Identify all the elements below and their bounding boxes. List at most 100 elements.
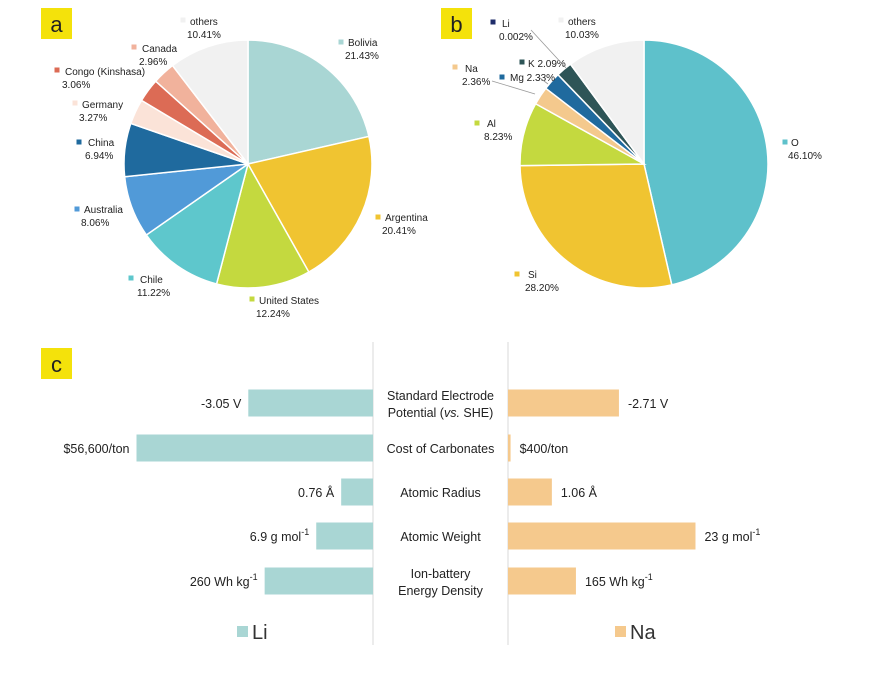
li-bar: [316, 522, 373, 550]
bar-chart-c: Standard Electrode Potential (vs. SHE) -3.…: [63, 342, 760, 645]
pie-b-label-name-al: Al: [487, 119, 496, 130]
pie-b-label-value-al: 8.23%: [484, 132, 512, 143]
pie-a-legend-marker-canada: [131, 44, 137, 50]
pie-a-label-value-bolivia: 21.43%: [345, 51, 379, 62]
pie-a-legend-marker-congo-kinshasa: [54, 67, 60, 73]
pie-a-legend-marker-others: [180, 17, 186, 23]
pie-a-legend-marker-germany: [72, 100, 78, 106]
pie-b-label-name-na: Na: [465, 64, 478, 75]
na-value-label: -2.71 V: [628, 397, 669, 411]
pie-a-legend-marker-argentina: [375, 214, 381, 220]
category-label: Energy Density: [398, 584, 484, 598]
pie-a-label-value-others: 10.41%: [187, 30, 221, 41]
pie-a-legend-marker-bolivia: [338, 39, 344, 45]
pie-a-label-value-united-states: 12.24%: [256, 309, 290, 320]
pie-a-label-name-china: China: [88, 138, 115, 149]
pie-b-legend-marker-o: [782, 139, 788, 145]
pie-b-legend-marker-k: [519, 59, 525, 65]
legend-marker-na: [615, 626, 626, 637]
li-value-label: 260 Wh kg-1: [190, 572, 258, 589]
pie-b-legend-marker-si: [514, 271, 520, 277]
pie-a-label-name-united-states: United States: [259, 296, 319, 307]
leader-line-na: [491, 80, 536, 95]
pie-a-label-value-germany: 3.27%: [79, 113, 107, 124]
pie-b-slice-others: [569, 39, 645, 167]
pie-chart-b: O 46.10% Si 28.20% Al 8.23% Na 2.36% Mg 2.33% K 2…: [452, 17, 822, 294]
li-bar: [341, 478, 373, 506]
pie-b-label-name-others: others: [568, 17, 596, 28]
pie-b-legend-marker-al: [474, 120, 480, 126]
pie-b-label-k: K 2.09%: [528, 59, 566, 70]
na-value-label: 23 g mol-1: [704, 527, 760, 544]
pie-b-legend-marker-li: [490, 19, 496, 25]
li-value-label: 6.9 g mol-1: [250, 527, 309, 544]
pie-b-legend-marker-na: [452, 64, 458, 70]
pie-b-label-name-si: Si: [528, 270, 537, 281]
pie-a-label-value-canada: 2.96%: [139, 57, 167, 68]
pie-b-slice-si: [519, 163, 673, 289]
pie-a-label-name-congo-kinshasa: Congo (Kinshasa): [65, 67, 145, 78]
pie-a-label-value-argentina: 20.41%: [382, 226, 416, 237]
legend-label-na: Na: [630, 622, 656, 644]
pie-a-slice-bolivia: [247, 39, 370, 165]
pie-b-label-value-na: 2.36%: [462, 77, 490, 88]
category-label: Potential (vs. SHE): [388, 406, 494, 420]
pie-a-slice-chile: [145, 162, 250, 285]
li-bar: [264, 567, 373, 595]
pie-b-legend-marker-mg: [499, 74, 505, 80]
na-value-label: 1.06 Å: [561, 485, 598, 500]
pie-b-label-value-others: 10.03%: [565, 30, 599, 41]
leader-line-mg: [539, 77, 549, 85]
panel-b-badge: b: [441, 8, 472, 39]
pie-b-label-value-li: 0.002%: [499, 32, 533, 43]
pie-a-label-name-australia: Australia: [84, 205, 123, 216]
pie-b-label-value-si: 28.20%: [525, 283, 559, 294]
na-bar: [508, 522, 696, 550]
na-bar: [508, 567, 576, 595]
na-bar: [508, 434, 511, 462]
pie-chart-a: Bolivia 21.43% Argentina 20.41% United State…: [54, 17, 428, 320]
pie-a-legend-marker-united-states: [249, 296, 255, 302]
pie-a-legend-marker-chile: [128, 275, 134, 281]
pie-b-label-value-o: 46.10%: [788, 151, 822, 162]
category-label: Ion-battery: [411, 567, 472, 581]
li-bar: [136, 434, 373, 462]
category-label: Cost of Carbonates: [387, 442, 495, 456]
panel-c-letter: c: [51, 352, 62, 377]
panel-b-letter: b: [450, 12, 462, 37]
pie-a-label-name-bolivia: Bolivia: [348, 38, 378, 49]
pie-b-label-name-li: Li: [502, 19, 510, 30]
pie-a-slice-others: [171, 39, 249, 167]
li-value-label: 0.76 Å: [298, 485, 335, 500]
pie-b-label-mg: Mg 2.33%: [510, 73, 555, 84]
pie-a-label-value-australia: 8.06%: [81, 218, 109, 229]
leader-line-li: [530, 29, 567, 69]
legend-marker-li: [237, 626, 248, 637]
pie-a-slice-argentina: [246, 135, 373, 274]
na-value-label: 165 Wh kg-1: [585, 572, 653, 589]
pie-b-legend-marker-others: [558, 17, 564, 23]
na-bar: [508, 478, 552, 506]
pie-b-label-name-o: O: [791, 138, 799, 149]
category-label: Atomic Weight: [400, 530, 481, 544]
pie-a-label-value-china: 6.94%: [85, 151, 113, 162]
pie-a-label-name-others: others: [190, 17, 218, 28]
panel-a-badge: a: [41, 8, 72, 39]
pie-a-legend-marker-china: [76, 139, 82, 145]
li-bar: [248, 389, 373, 417]
category-label: Standard Electrode: [387, 389, 494, 403]
li-value-label: -3.05 V: [201, 397, 242, 411]
pie-a-label-name-canada: Canada: [142, 44, 177, 55]
legend-label-li: Li: [252, 622, 268, 644]
panel-c-badge: c: [41, 348, 72, 379]
pie-a-label-value-congo-kinshasa: 3.06%: [62, 80, 90, 91]
pie-a-legend-marker-australia: [74, 206, 80, 212]
pie-a-label-name-germany: Germany: [82, 100, 123, 111]
pie-a-slice-united-states: [215, 162, 310, 289]
na-bar: [508, 389, 619, 417]
pie-a-label-name-chile: Chile: [140, 275, 163, 286]
li-value-label: $56,600/ton: [63, 442, 129, 456]
pie-b-slice-o: [643, 39, 769, 286]
na-value-label: $400/ton: [520, 442, 569, 456]
